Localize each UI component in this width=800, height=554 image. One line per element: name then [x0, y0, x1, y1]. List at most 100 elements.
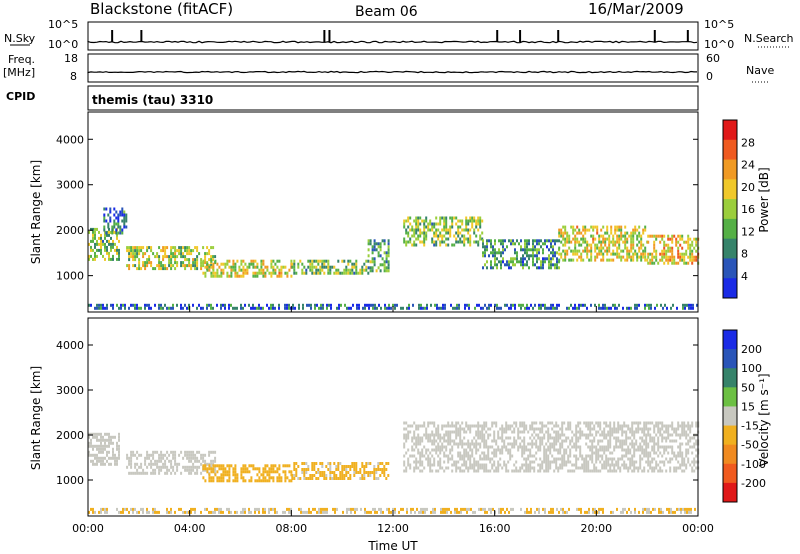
velocity-echo-cell	[206, 470, 209, 474]
velocity-echo-cell	[234, 464, 237, 468]
power-echo-cell	[366, 303, 368, 307]
power-echo-cell	[566, 231, 569, 235]
power-echo-cell	[250, 306, 252, 310]
power-echo-cell	[548, 254, 550, 258]
power-echo-cell	[644, 249, 647, 253]
velocity-echo-cell	[521, 424, 524, 428]
power-echo-cell	[484, 303, 486, 307]
velocity-echo-cell	[446, 507, 448, 511]
velocity-echo-cell	[561, 466, 564, 470]
velocity-echo-cell	[497, 445, 500, 449]
velocity-echo-cell	[553, 430, 556, 434]
power-echo-cell	[508, 263, 510, 267]
velocity-echo-cell	[453, 424, 456, 428]
velocity-echo-cell	[495, 439, 498, 443]
power-echo-cell	[94, 242, 96, 246]
power-echo-cell	[367, 239, 370, 243]
power-echo-cell	[367, 242, 370, 246]
power-echo-cell	[423, 219, 426, 223]
power-echo-cell	[461, 234, 464, 238]
velocity-echo-cell	[647, 433, 650, 437]
velocity-echo-cell	[274, 510, 276, 514]
velocity-colorbar-swatch	[723, 330, 737, 350]
velocity-echo-cell	[683, 421, 686, 425]
power-echo-cell	[170, 267, 173, 271]
power-echo-cell	[486, 248, 488, 252]
power-echo-cell	[418, 303, 420, 307]
power-echo-cell	[695, 237, 698, 241]
power-echo-cell	[689, 243, 692, 247]
power-echo-cell	[146, 249, 149, 253]
velocity-echo-cell	[192, 462, 195, 466]
power-echo-cell	[546, 257, 548, 261]
velocity-echo-cell	[282, 510, 284, 514]
velocity-echo-cell	[301, 468, 304, 471]
velocity-echo-cell	[469, 460, 472, 464]
velocity-echo-cell	[670, 507, 672, 511]
power-echo-cell	[140, 306, 142, 310]
velocity-echo-cell	[685, 442, 688, 446]
power-echo-cell	[194, 264, 197, 268]
power-echo-band	[202, 259, 293, 278]
power-echo-cell	[622, 234, 625, 238]
velocity-echo-cell	[178, 507, 180, 511]
power-echo-cell	[337, 271, 340, 275]
power-echo-cell	[474, 306, 476, 310]
velocity-echo-cell	[424, 507, 426, 511]
velocity-echo-cell	[288, 470, 291, 474]
power-echo-cell	[550, 242, 552, 246]
velocity-echo-cell	[527, 457, 530, 461]
velocity-echo-cell	[220, 467, 223, 471]
power-echo-cell	[494, 260, 496, 264]
velocity-echo-cell	[419, 451, 422, 455]
velocity-echo-cell	[523, 448, 526, 452]
power-echo-cell	[208, 268, 211, 272]
velocity-echo-cell	[425, 448, 428, 452]
power-echo-cell	[618, 225, 621, 229]
power-echo-cell	[429, 219, 432, 223]
power-echo-cell	[592, 240, 595, 244]
power-echo-cell	[240, 274, 243, 278]
velocity-echo-cell	[220, 507, 222, 511]
velocity-echo-cell	[633, 469, 636, 473]
velocity-echo-cell	[240, 476, 243, 480]
velocity-echo-cell	[597, 439, 600, 443]
power-echo-cell	[100, 248, 102, 252]
power-echo-cell	[510, 260, 512, 264]
velocity-echo-cell	[202, 467, 205, 471]
power-echo-cell	[111, 231, 114, 235]
power-echo-cell	[118, 239, 120, 243]
power-echo-cell	[94, 233, 96, 237]
velocity-echo-cell	[258, 470, 261, 474]
velocity-echo-cell	[491, 439, 494, 443]
velocity-echo-cell	[669, 439, 672, 443]
power-echo-cell	[687, 261, 690, 265]
power-echo-cell	[580, 243, 583, 247]
velocity-echo-cell	[337, 462, 340, 465]
power-echo-cell	[514, 242, 516, 246]
velocity-echo-cell	[305, 471, 308, 474]
power-echo-cell	[461, 219, 464, 223]
power-echo-cell	[612, 249, 615, 253]
velocity-echo-cell	[597, 448, 600, 452]
power-echo-cell	[655, 252, 658, 256]
power-echo-cell	[248, 303, 250, 307]
power-echo-cell	[132, 252, 135, 256]
power-echo-cell	[675, 261, 678, 265]
velocity-echo-cell	[198, 450, 201, 454]
power-echo-cell	[642, 249, 645, 253]
velocity-echo-cell	[585, 457, 588, 461]
velocity-echo-cell	[421, 436, 424, 440]
velocity-echo-cell	[333, 462, 336, 465]
velocity-echo-cell	[190, 465, 193, 469]
velocity-echo-cell	[419, 439, 422, 443]
velocity-echo-cell	[418, 510, 420, 514]
power-echo-cell	[262, 271, 265, 275]
velocity-echo-cell	[212, 467, 215, 471]
velocity-echo-cell	[415, 445, 418, 449]
power-echo-cell	[353, 271, 356, 275]
velocity-echo-cell	[615, 460, 618, 464]
velocity-echo-cell	[306, 510, 308, 514]
power-echo-cell	[403, 225, 406, 229]
power-echo-cell	[426, 303, 428, 307]
